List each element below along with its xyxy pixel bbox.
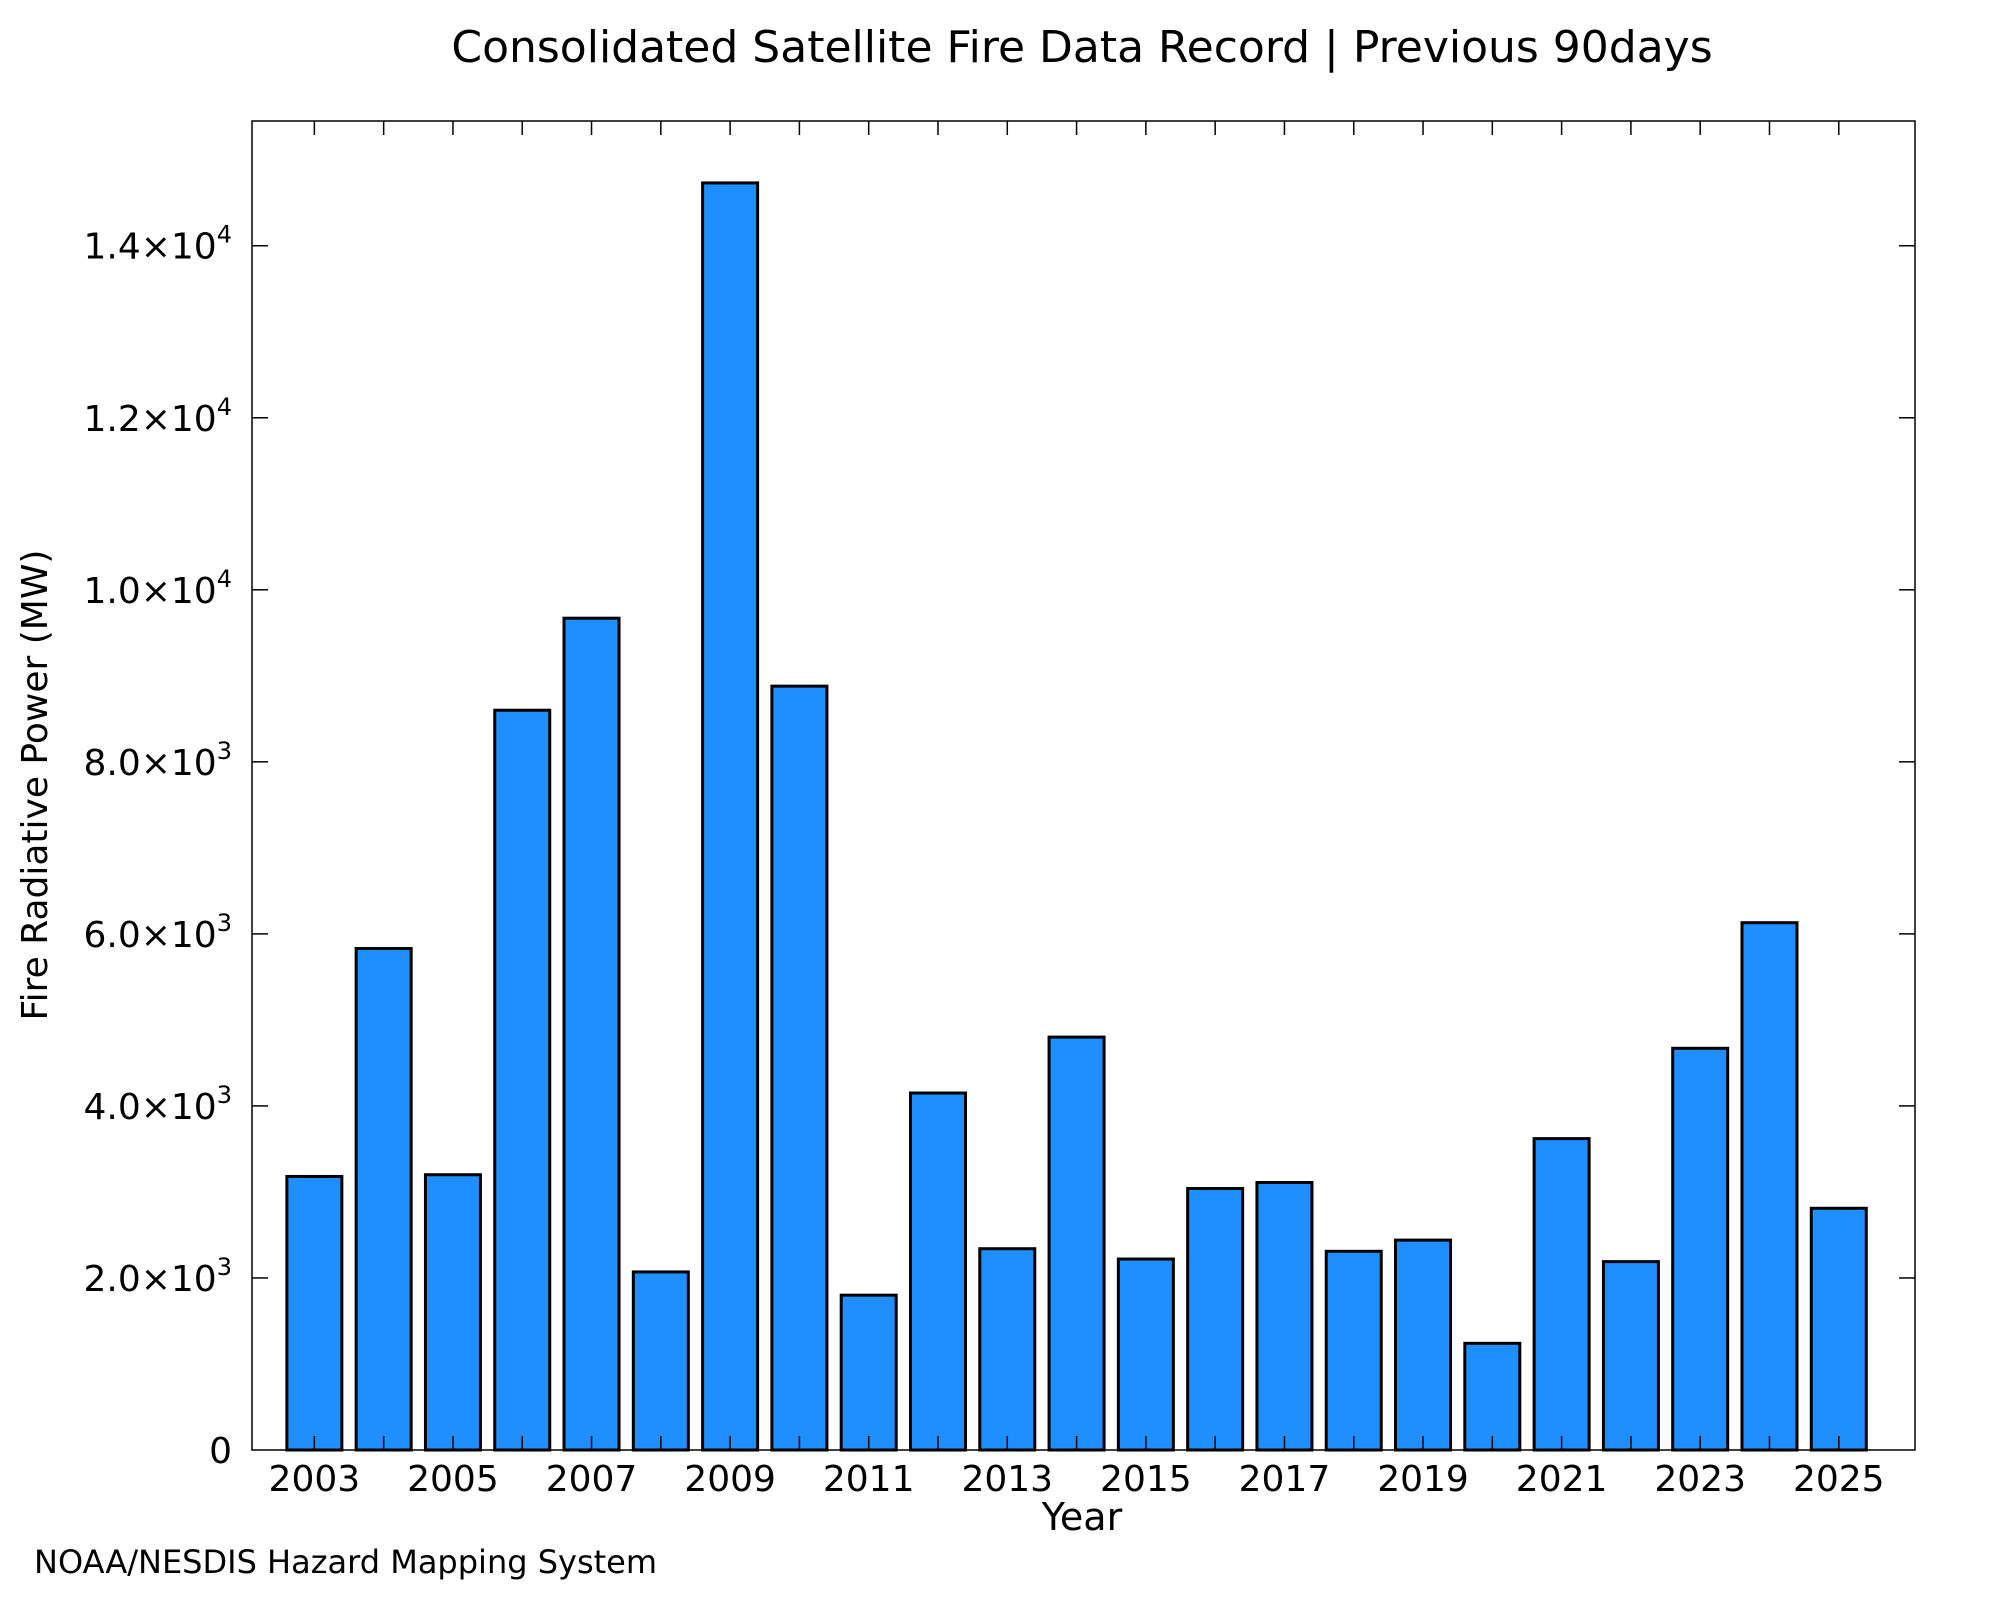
bars-layer — [285, 181, 1868, 1452]
x-axis-label: Year — [1041, 1495, 1123, 1539]
bar-2024 — [1740, 921, 1799, 1452]
credit-text: NOAA/NESDIS Hazard Mapping System — [34, 1543, 657, 1581]
y-tick-label: 1.2×104 — [83, 393, 232, 440]
bar-2019 — [1394, 1238, 1453, 1452]
bar-2025 — [1809, 1206, 1868, 1452]
x-tick-label: 2025 — [1793, 1459, 1885, 1500]
x-tick-label: 2007 — [546, 1459, 638, 1500]
plot-frame — [251, 120, 1916, 1451]
x-tick-label: 2013 — [961, 1459, 1053, 1500]
x-tick-label: 2003 — [269, 1459, 361, 1500]
x-tick-label: 2005 — [407, 1459, 499, 1500]
bar-2023 — [1671, 1046, 1730, 1452]
bar-2016 — [1186, 1187, 1245, 1452]
y-tick-label: 4.0×103 — [83, 1081, 232, 1128]
y-tick-label: 8.0×103 — [83, 737, 232, 784]
bar-2013 — [978, 1247, 1037, 1452]
bar-2017 — [1255, 1180, 1314, 1452]
x-tick-label: 2011 — [823, 1459, 915, 1500]
bar-2010 — [770, 684, 829, 1452]
y-tick-label: 1.4×104 — [83, 221, 232, 268]
x-tick-label: 2009 — [684, 1459, 776, 1500]
x-tick-label: 2021 — [1516, 1459, 1608, 1500]
y-tick-label: 2.0×103 — [83, 1253, 232, 1300]
bar-2018 — [1324, 1249, 1383, 1452]
bar-2008 — [631, 1270, 690, 1452]
y-axis-ticks: 0 2.0×103 4.0×103 6.0×103 8.0×103 1.0×104 1.2×… — [83, 221, 1915, 1472]
bar-2021 — [1532, 1137, 1591, 1452]
bar-2012 — [908, 1091, 967, 1452]
bar-2003 — [285, 1174, 344, 1452]
chart-title: Consolidated Satellite Fire Data Record … — [451, 22, 1712, 73]
bar-2011 — [839, 1293, 898, 1452]
bar-2022 — [1601, 1260, 1660, 1452]
bar-2007 — [562, 616, 621, 1452]
x-tick-label: 2023 — [1654, 1459, 1746, 1500]
bar-2020 — [1463, 1341, 1522, 1452]
bar-2009 — [701, 181, 760, 1452]
x-tick-label: 2017 — [1239, 1459, 1331, 1500]
y-tick-label: 6.0×103 — [83, 909, 232, 956]
x-tick-label: 2015 — [1100, 1459, 1192, 1500]
y-axis-label: Fire Radiative Power (MW) — [15, 550, 56, 1021]
bar-2015 — [1116, 1257, 1175, 1452]
x-tick-label: 2019 — [1377, 1459, 1469, 1500]
bar-2004 — [354, 947, 413, 1452]
y-tick-label: 0 — [209, 1431, 232, 1472]
bar-2005 — [423, 1173, 482, 1452]
bar-2014 — [1047, 1035, 1106, 1452]
y-tick-label: 1.0×104 — [83, 565, 232, 612]
bar-2006 — [493, 708, 552, 1452]
x-axis-ticks: 2003 2005 2007 2009 2011 2013 2015 2017 2019 2021… — [269, 121, 1885, 1500]
